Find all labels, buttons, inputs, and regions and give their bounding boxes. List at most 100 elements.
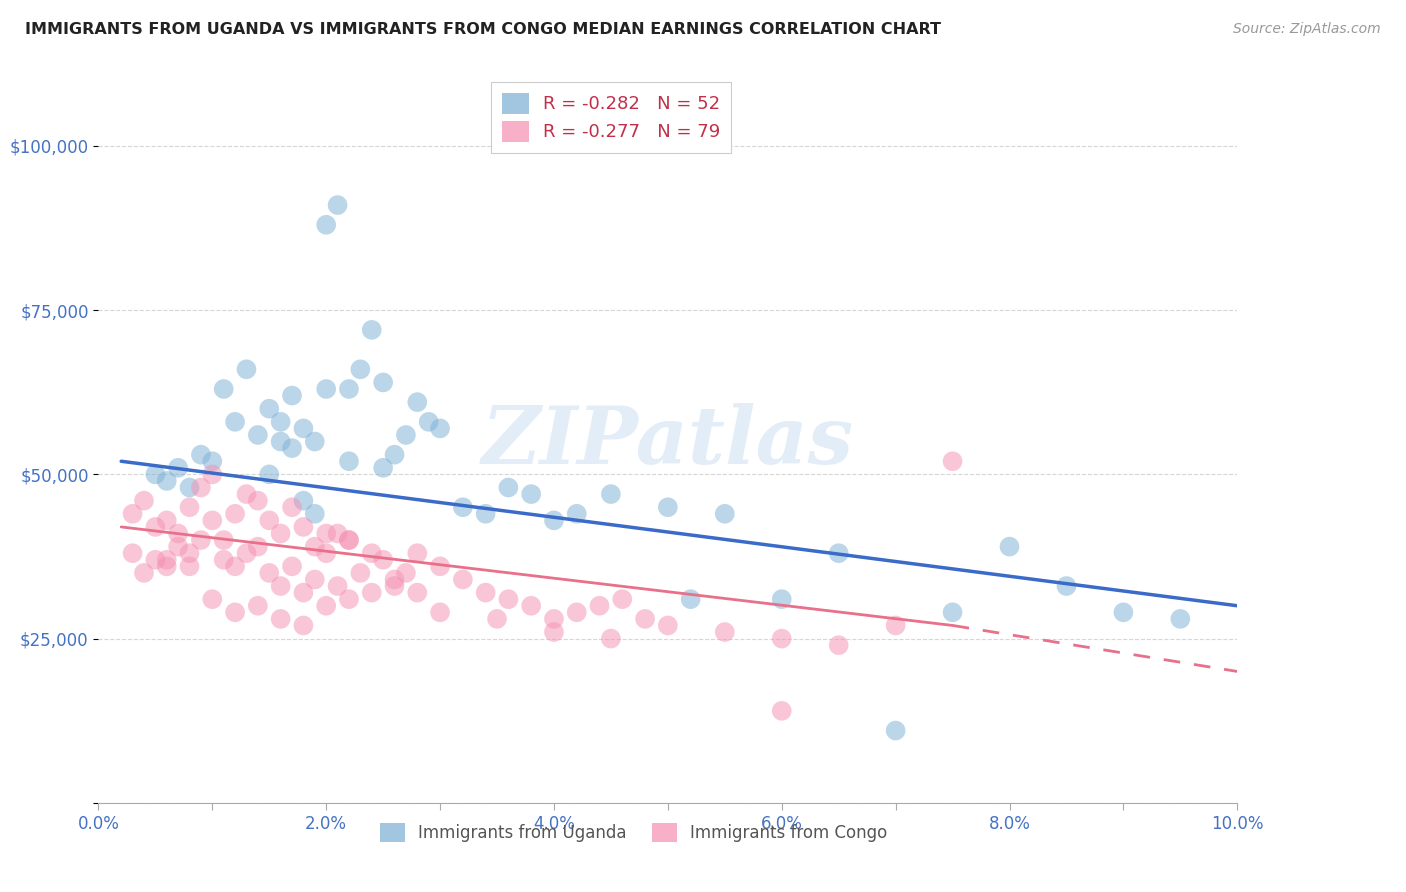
Point	[600, 632, 623, 646]
Point	[304, 573, 326, 587]
Point	[337, 382, 360, 396]
Point	[121, 507, 143, 521]
Point	[349, 566, 371, 580]
Point	[281, 441, 304, 455]
Point	[326, 198, 349, 212]
Point	[429, 559, 451, 574]
Point	[1112, 605, 1135, 619]
Point	[1170, 612, 1192, 626]
Point	[292, 618, 315, 632]
Point	[270, 526, 292, 541]
Point	[373, 376, 395, 390]
Point	[418, 415, 440, 429]
Point	[337, 533, 360, 547]
Point	[373, 460, 395, 475]
Point	[315, 526, 337, 541]
Point	[156, 513, 179, 527]
Point	[884, 723, 907, 738]
Point	[121, 546, 143, 560]
Point	[179, 500, 201, 515]
Point	[326, 579, 349, 593]
Point	[600, 487, 623, 501]
Point	[224, 605, 246, 619]
Point	[360, 546, 382, 560]
Point	[235, 362, 257, 376]
Point	[224, 415, 246, 429]
Point	[679, 592, 702, 607]
Point	[657, 618, 679, 632]
Point	[304, 540, 326, 554]
Point	[145, 467, 167, 482]
Point	[373, 553, 395, 567]
Point	[235, 487, 257, 501]
Point	[190, 533, 212, 547]
Point	[259, 566, 281, 580]
Point	[315, 218, 337, 232]
Point	[281, 388, 304, 402]
Point	[543, 513, 565, 527]
Point	[828, 638, 851, 652]
Point	[543, 625, 565, 640]
Point	[337, 454, 360, 468]
Point	[156, 553, 179, 567]
Point	[259, 467, 281, 482]
Point	[246, 428, 269, 442]
Point	[315, 546, 337, 560]
Point	[179, 481, 201, 495]
Point	[451, 573, 474, 587]
Text: ZIPatlas: ZIPatlas	[482, 403, 853, 480]
Point	[1056, 579, 1078, 593]
Point	[132, 566, 155, 580]
Point	[292, 520, 315, 534]
Point	[828, 546, 851, 560]
Point	[167, 540, 190, 554]
Point	[179, 546, 201, 560]
Point	[156, 474, 179, 488]
Point	[337, 592, 360, 607]
Point	[292, 493, 315, 508]
Point	[998, 540, 1021, 554]
Point	[770, 704, 793, 718]
Point	[337, 533, 360, 547]
Point	[224, 559, 246, 574]
Point	[942, 605, 965, 619]
Point	[167, 526, 190, 541]
Point	[304, 507, 326, 521]
Point	[201, 513, 224, 527]
Point	[384, 579, 406, 593]
Point	[520, 487, 543, 501]
Point	[384, 573, 406, 587]
Point	[588, 599, 610, 613]
Point	[406, 585, 429, 599]
Point	[360, 323, 382, 337]
Point	[212, 553, 235, 567]
Point	[212, 382, 235, 396]
Point	[565, 507, 588, 521]
Point	[770, 592, 793, 607]
Point	[224, 507, 246, 521]
Point	[612, 592, 634, 607]
Point	[156, 559, 179, 574]
Point	[281, 500, 304, 515]
Point	[326, 526, 349, 541]
Point	[714, 625, 737, 640]
Point	[565, 605, 588, 619]
Point	[270, 612, 292, 626]
Point	[714, 507, 737, 521]
Point	[520, 599, 543, 613]
Point	[406, 546, 429, 560]
Point	[201, 592, 224, 607]
Legend: Immigrants from Uganda, Immigrants from Congo: Immigrants from Uganda, Immigrants from …	[374, 816, 894, 848]
Point	[292, 421, 315, 435]
Point	[145, 553, 167, 567]
Point	[201, 454, 224, 468]
Point	[315, 599, 337, 613]
Point	[190, 448, 212, 462]
Point	[315, 382, 337, 396]
Point	[770, 632, 793, 646]
Point	[451, 500, 474, 515]
Point	[235, 546, 257, 560]
Point	[246, 599, 269, 613]
Point	[474, 507, 496, 521]
Text: Source: ZipAtlas.com: Source: ZipAtlas.com	[1233, 22, 1381, 37]
